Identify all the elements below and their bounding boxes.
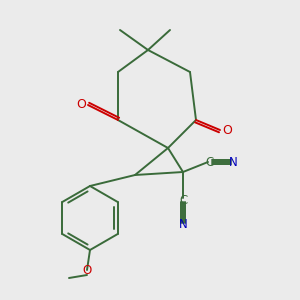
Text: O: O bbox=[82, 265, 91, 278]
Text: O: O bbox=[76, 98, 86, 112]
Text: N: N bbox=[178, 218, 188, 232]
Text: O: O bbox=[222, 124, 232, 136]
Text: N: N bbox=[229, 155, 237, 169]
Text: C: C bbox=[179, 194, 187, 206]
Text: C: C bbox=[206, 155, 214, 169]
